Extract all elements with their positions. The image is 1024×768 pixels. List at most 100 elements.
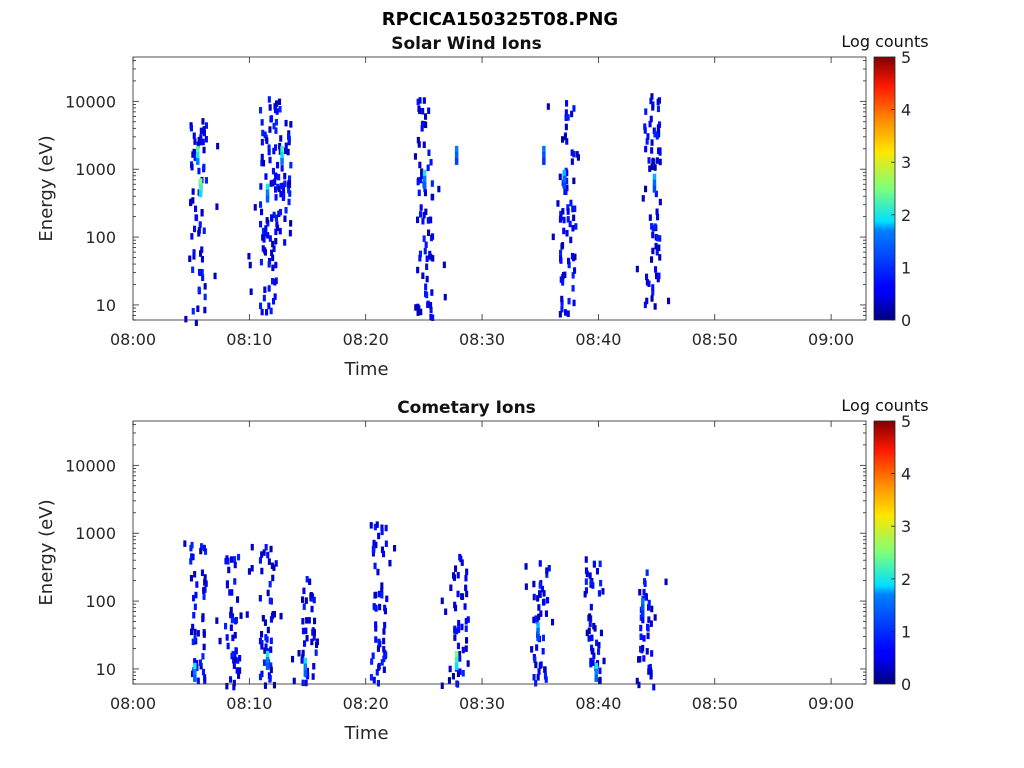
data-cell xyxy=(544,676,548,683)
data-cell-bright xyxy=(641,604,645,612)
data-cell xyxy=(534,615,538,622)
data-cell xyxy=(371,550,375,557)
data-cell xyxy=(266,551,270,559)
data-cell xyxy=(213,272,217,280)
data-cell xyxy=(649,673,653,680)
data-cell xyxy=(312,634,316,641)
data-cell xyxy=(300,657,304,664)
x-tick-label: 08:50 xyxy=(692,694,738,713)
solar-wind-ions-panel: 08:00 08:10 08:20 08:30 08:40 08:50 09:0010100… xyxy=(36,32,929,380)
data-cell xyxy=(274,127,278,134)
data-cell xyxy=(429,159,433,166)
data-cell xyxy=(301,627,305,635)
data-cell xyxy=(388,559,392,567)
data-cell xyxy=(567,297,571,305)
data-cell xyxy=(191,623,195,631)
data-cell xyxy=(269,307,273,315)
data-cell xyxy=(428,252,432,260)
data-cell xyxy=(534,661,538,669)
data-cell xyxy=(429,306,433,314)
data-cell xyxy=(278,142,282,150)
data-cell xyxy=(258,595,262,602)
data-cell xyxy=(651,225,655,232)
data-cell xyxy=(656,213,660,221)
data-cell xyxy=(194,205,198,213)
data-cell xyxy=(541,648,545,655)
data-cell xyxy=(369,674,373,681)
data-cell xyxy=(278,98,282,106)
data-cell xyxy=(657,272,661,280)
data-cell xyxy=(260,551,264,558)
data-cell xyxy=(638,656,642,663)
data-cell xyxy=(380,524,384,531)
data-cell xyxy=(283,172,287,180)
data-cell xyxy=(196,630,200,637)
data-cell xyxy=(584,578,588,585)
data-cell xyxy=(652,127,656,134)
data-cell xyxy=(274,144,278,151)
data-cell xyxy=(271,278,275,285)
data-cell xyxy=(551,618,555,626)
data-cell-bright xyxy=(193,662,197,670)
x-tick-label: 08:30 xyxy=(459,694,505,713)
colorbar-tick-label: 2 xyxy=(901,206,911,225)
data-cell xyxy=(542,590,546,597)
data-cell-bright xyxy=(196,145,200,153)
data-cell xyxy=(250,565,254,572)
data-cell xyxy=(304,627,308,635)
data-cell xyxy=(652,683,656,691)
data-cell xyxy=(370,658,374,665)
data-cell xyxy=(541,599,545,606)
data-cell xyxy=(648,165,652,172)
data-cell xyxy=(423,189,427,197)
data-cell xyxy=(645,648,649,655)
data-cell xyxy=(377,638,381,646)
data-cell xyxy=(269,666,273,674)
data-cell xyxy=(385,595,389,603)
data-cell xyxy=(567,257,571,265)
data-cell-bright xyxy=(652,185,657,193)
data-cell-bright xyxy=(280,145,284,153)
x-tick-label: 08:00 xyxy=(110,694,156,713)
data-cell xyxy=(428,216,432,223)
data-cell-bright xyxy=(652,173,657,181)
data-cell xyxy=(416,266,420,274)
y-tick-label: 10000 xyxy=(65,456,116,475)
data-cell xyxy=(303,640,307,647)
data-cell xyxy=(283,215,287,222)
data-cell xyxy=(382,646,386,653)
data-cell xyxy=(440,682,444,689)
data-cell xyxy=(281,182,285,190)
data-cell xyxy=(266,589,270,597)
data-cell xyxy=(382,637,386,645)
data-cell xyxy=(460,593,464,600)
data-cell xyxy=(286,148,290,156)
data-cell xyxy=(649,669,653,677)
data-cell xyxy=(566,310,570,317)
data-cell xyxy=(245,611,249,618)
data-cell xyxy=(382,628,386,635)
data-cell xyxy=(650,139,654,146)
data-cell xyxy=(383,621,387,629)
data-cell xyxy=(260,119,264,126)
data-cell xyxy=(282,192,286,200)
data-cell xyxy=(650,605,654,613)
data-cell xyxy=(304,679,308,687)
data-cell xyxy=(456,642,460,650)
data-cell xyxy=(461,670,465,677)
data-cell xyxy=(258,673,262,681)
data-cell xyxy=(275,100,279,107)
data-cell xyxy=(449,584,453,591)
data-cell xyxy=(191,553,195,561)
data-cell xyxy=(263,249,267,256)
data-cell xyxy=(565,169,569,177)
data-cell xyxy=(274,119,278,126)
data-cell xyxy=(194,319,198,326)
data-cell xyxy=(195,581,199,588)
data-cell xyxy=(191,638,195,646)
data-cell xyxy=(442,261,446,269)
data-cell xyxy=(597,590,601,597)
data-cell xyxy=(203,293,207,301)
data-cell xyxy=(203,574,207,581)
data-cell xyxy=(270,249,274,257)
